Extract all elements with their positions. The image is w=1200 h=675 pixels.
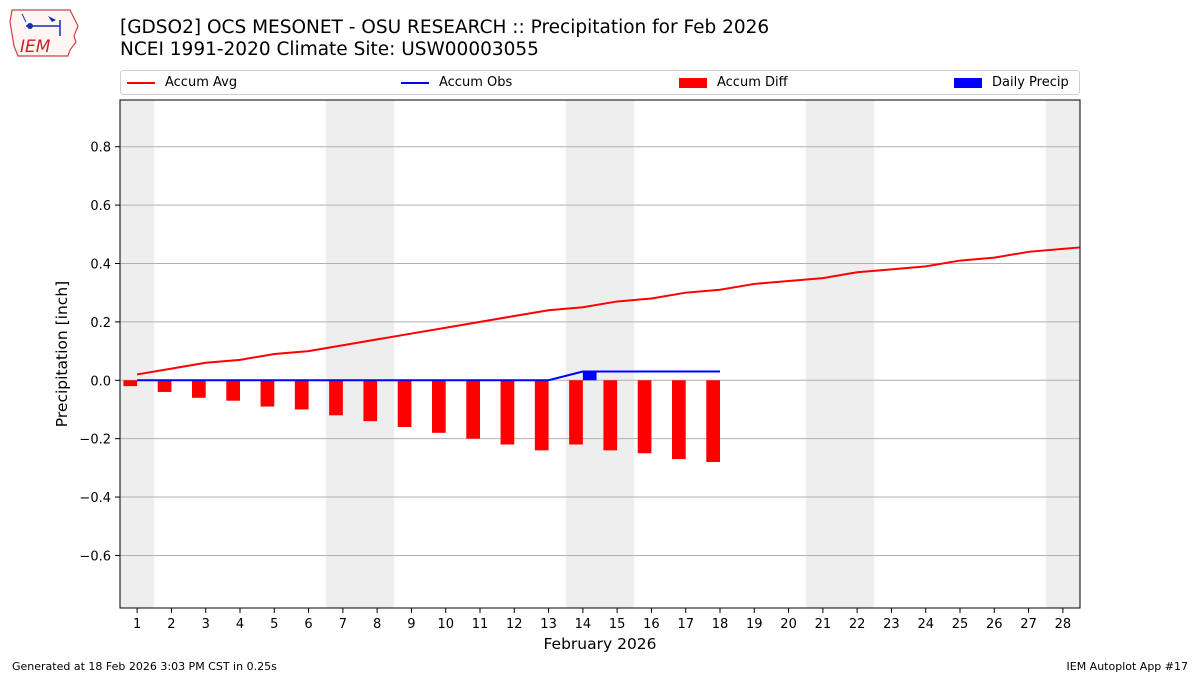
x-tick-label-20: 20 <box>780 617 797 632</box>
iowa-map-icon: IEM <box>9 9 79 57</box>
diff-bar-day-12 <box>500 380 515 445</box>
diff-bar-day-1 <box>123 380 138 387</box>
legend-swatch-daily-precip <box>954 77 982 88</box>
diff-bar-day-3 <box>192 380 206 398</box>
legend-swatch-accum-obs <box>401 81 429 84</box>
x-tick-label-9: 9 <box>407 617 415 632</box>
x-tick-label-1: 1 <box>133 617 141 632</box>
diff-bar-day-6 <box>294 380 309 410</box>
title-line-1: [GDSO2] OCS MESONET - OSU RESEARCH :: Pr… <box>120 17 770 38</box>
x-tick-label-13: 13 <box>540 617 557 632</box>
legend-item-accum-diff: Accum Diff <box>679 71 788 94</box>
x-tick-label-6: 6 <box>304 617 312 632</box>
y-tick-label-6: 0.6 <box>90 199 111 214</box>
x-tick-label-16: 16 <box>643 617 660 632</box>
diff-bar-day-2 <box>157 380 172 392</box>
footer-generated: Generated at 18 Feb 2026 3:03 PM CST in … <box>12 660 277 673</box>
diff-bar-day-4 <box>226 380 240 401</box>
y-tick-label-7: 0.8 <box>90 141 111 156</box>
y-tick-label-1: −0.4 <box>79 491 111 506</box>
legend-label-accum-obs: Accum Obs <box>439 75 513 90</box>
x-tick-label-19: 19 <box>746 617 763 632</box>
legend-label-accum-diff: Accum Diff <box>717 75 788 90</box>
y-tick-label-0: −0.6 <box>79 549 111 564</box>
diff-bar-day-17 <box>672 380 686 460</box>
x-tick-label-11: 11 <box>472 617 489 632</box>
x-tick-label-17: 17 <box>677 617 694 632</box>
x-tick-label-18: 18 <box>712 617 729 632</box>
x-tick-label-5: 5 <box>270 617 278 632</box>
title-line-2: NCEI 1991-2020 Climate Site: USW00003055 <box>120 39 539 60</box>
x-tick-label-3: 3 <box>202 617 210 632</box>
plot-frame <box>119 99 1081 609</box>
accum-avg-line <box>136 246 1081 376</box>
diff-bar-day-16 <box>637 380 652 454</box>
x-tick-label-23: 23 <box>883 617 900 632</box>
weekend-band-0 <box>120 100 155 608</box>
logo-text: IEM <box>20 37 51 57</box>
diff-bar-day-7 <box>329 380 343 416</box>
weekend-band-3 <box>805 100 875 608</box>
x-tick-label-24: 24 <box>917 617 934 632</box>
x-tick-label-4: 4 <box>236 617 244 632</box>
diff-bar-day-10 <box>432 380 446 433</box>
legend-label-daily-precip: Daily Precip <box>992 75 1069 90</box>
chart-title: [GDSO2] OCS MESONET - OSU RESEARCH :: Pr… <box>120 17 769 61</box>
legend-item-accum-avg: Accum Avg <box>127 71 237 94</box>
legend-swatch-accum-avg <box>127 81 155 84</box>
diff-bar-day-18 <box>706 380 720 463</box>
diff-bar-day-5 <box>260 380 275 407</box>
legend-label-accum-avg: Accum Avg <box>165 75 238 90</box>
legend-item-accum-obs: Accum Obs <box>401 71 512 94</box>
weekend-band-1 <box>325 100 395 608</box>
diff-bar-day-8 <box>363 380 378 422</box>
diff-bar-day-9 <box>397 380 412 427</box>
x-tick-label-10: 10 <box>437 617 454 632</box>
x-tick-label-21: 21 <box>815 617 832 632</box>
diff-bar-day-11 <box>466 380 480 439</box>
y-axis-label: Precipitation [inch] <box>53 281 71 427</box>
accum-obs-line <box>137 370 720 382</box>
x-axis-label: February 2026 <box>543 635 656 653</box>
x-tick-label-14: 14 <box>575 617 592 632</box>
y-tick-label-5: 0.4 <box>90 257 111 272</box>
weekend-band-4 <box>1045 100 1080 608</box>
x-tick-label-7: 7 <box>339 617 347 632</box>
iem-logo: IEM <box>8 6 82 64</box>
x-tick-label-2: 2 <box>167 617 175 632</box>
footer-app: IEM Autoplot App #17 <box>1066 660 1189 673</box>
y-tick-label-4: 0.2 <box>90 316 111 331</box>
x-tick-label-27: 27 <box>1020 617 1037 632</box>
x-tick-label-25: 25 <box>952 617 969 632</box>
x-tick-label-8: 8 <box>373 617 381 632</box>
legend-swatch-accum-diff <box>679 77 707 88</box>
legend: Accum Avg Accum Obs Accum Diff Daily Pre… <box>120 70 1080 95</box>
x-tick-label-28: 28 <box>1055 617 1072 632</box>
daily-precip-bar-day-14 <box>582 371 597 381</box>
x-tick-label-26: 26 <box>986 617 1003 632</box>
legend-item-daily-precip: Daily Precip <box>954 71 1069 94</box>
x-tick-label-12: 12 <box>506 617 523 632</box>
x-tick-label-15: 15 <box>609 617 626 632</box>
y-tick-label-2: −0.2 <box>79 433 111 448</box>
diff-bar-day-13 <box>534 380 549 451</box>
diff-bar-day-14 <box>569 380 583 445</box>
y-tick-label-3: 0.0 <box>90 374 111 389</box>
x-tick-label-22: 22 <box>849 617 866 632</box>
diff-bar-day-15 <box>603 380 618 451</box>
weekend-band-2 <box>565 100 635 608</box>
